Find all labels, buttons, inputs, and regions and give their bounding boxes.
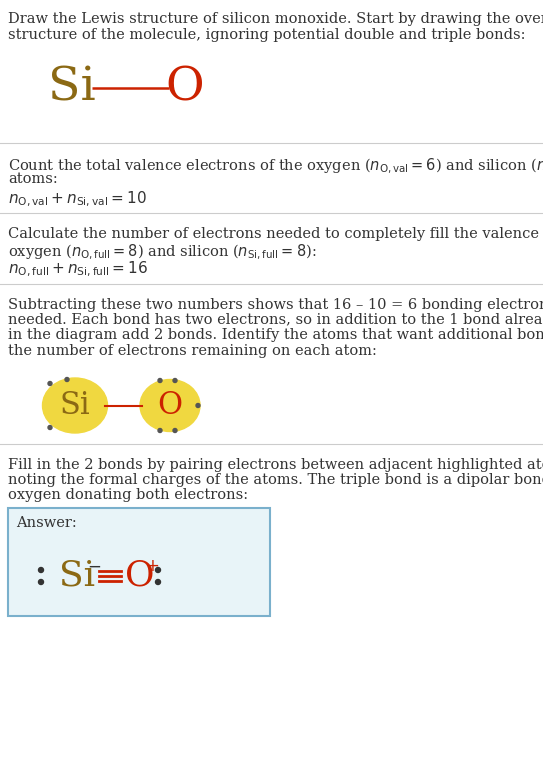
Text: needed. Each bond has two electrons, so in addition to the 1 bond already presen: needed. Each bond has two electrons, so … [8, 313, 543, 327]
Text: Fill in the 2 bonds by pairing electrons between adjacent highlighted atoms,: Fill in the 2 bonds by pairing electrons… [8, 458, 543, 472]
Circle shape [155, 580, 161, 584]
Circle shape [158, 428, 162, 433]
Text: Count the total valence electrons of the oxygen ($n_{\mathrm{O,val}} = 6$) and s: Count the total valence electrons of the… [8, 156, 543, 175]
Text: structure of the molecule, ignoring potential double and triple bonds:: structure of the molecule, ignoring pote… [8, 28, 526, 42]
Text: O: O [166, 65, 204, 110]
Circle shape [196, 404, 200, 407]
Text: $n_{\mathrm{O,full}} + n_{\mathrm{Si,full}} = 16$: $n_{\mathrm{O,full}} + n_{\mathrm{Si,ful… [8, 260, 148, 279]
Text: O: O [125, 559, 155, 593]
Circle shape [48, 425, 52, 430]
Text: Si: Si [48, 65, 96, 110]
Circle shape [173, 428, 177, 433]
Circle shape [39, 567, 43, 573]
Text: $-$: $-$ [87, 557, 101, 575]
Text: Si: Si [60, 390, 90, 421]
Text: Si: Si [59, 559, 95, 593]
Text: O: O [157, 390, 182, 421]
Text: atoms:: atoms: [8, 172, 58, 186]
Circle shape [155, 567, 161, 573]
Text: noting the formal charges of the atoms. The triple bond is a dipolar bond with: noting the formal charges of the atoms. … [8, 473, 543, 487]
Text: in the diagram add 2 bonds. Identify the atoms that want additional bonds and: in the diagram add 2 bonds. Identify the… [8, 329, 543, 342]
FancyBboxPatch shape [8, 508, 270, 616]
Text: oxygen ($n_{\mathrm{O,full}} = 8$) and silicon ($n_{\mathrm{Si,full}} = 8$):: oxygen ($n_{\mathrm{O,full}} = 8$) and s… [8, 243, 317, 262]
Circle shape [65, 377, 69, 382]
Circle shape [39, 580, 43, 584]
Text: Subtracting these two numbers shows that 16 – 10 = 6 bonding electrons are: Subtracting these two numbers shows that… [8, 298, 543, 312]
Text: $n_{\mathrm{O,val}} + n_{\mathrm{Si,val}} = 10$: $n_{\mathrm{O,val}} + n_{\mathrm{Si,val}… [8, 189, 147, 209]
Ellipse shape [42, 378, 108, 433]
Text: $+$: $+$ [145, 557, 159, 575]
Circle shape [173, 379, 177, 383]
Text: oxygen donating both electrons:: oxygen donating both electrons: [8, 489, 248, 502]
Circle shape [158, 379, 162, 383]
Text: Answer:: Answer: [16, 516, 77, 530]
Text: Calculate the number of electrons needed to completely fill the valence shells f: Calculate the number of electrons needed… [8, 227, 543, 241]
Text: Draw the Lewis structure of silicon monoxide. Start by drawing the overall: Draw the Lewis structure of silicon mono… [8, 12, 543, 26]
Circle shape [48, 382, 52, 386]
Ellipse shape [140, 380, 200, 431]
Text: the number of electrons remaining on each atom:: the number of electrons remaining on eac… [8, 344, 377, 358]
